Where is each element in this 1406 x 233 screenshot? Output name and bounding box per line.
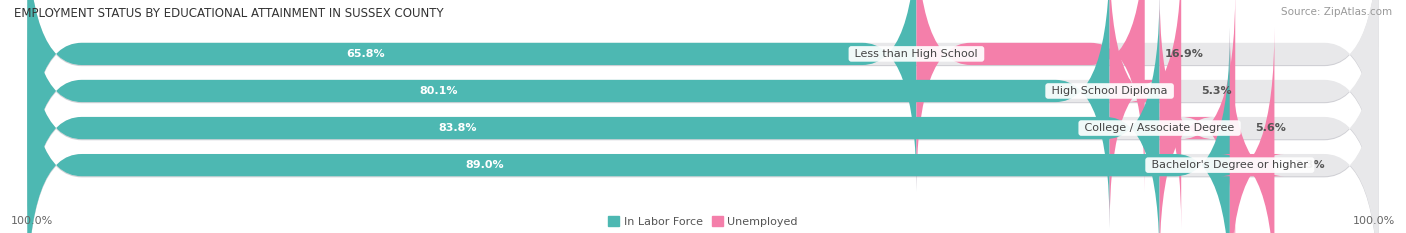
FancyBboxPatch shape — [28, 0, 1378, 192]
FancyBboxPatch shape — [917, 0, 1144, 191]
Legend: In Labor Force, Unemployed: In Labor Force, Unemployed — [603, 212, 803, 231]
FancyBboxPatch shape — [28, 28, 1230, 233]
FancyBboxPatch shape — [28, 0, 1378, 233]
Text: College / Associate Degree: College / Associate Degree — [1081, 123, 1237, 133]
FancyBboxPatch shape — [1220, 28, 1284, 233]
Text: High School Diploma: High School Diploma — [1047, 86, 1171, 96]
FancyBboxPatch shape — [28, 0, 1109, 228]
Text: 5.3%: 5.3% — [1202, 86, 1232, 96]
Text: 65.8%: 65.8% — [346, 49, 385, 59]
Text: 100.0%: 100.0% — [11, 216, 53, 226]
Text: EMPLOYMENT STATUS BY EDUCATIONAL ATTAINMENT IN SUSSEX COUNTY: EMPLOYMENT STATUS BY EDUCATIONAL ATTAINM… — [14, 7, 444, 20]
FancyBboxPatch shape — [28, 28, 1378, 233]
FancyBboxPatch shape — [28, 0, 1378, 233]
FancyBboxPatch shape — [28, 0, 1160, 233]
FancyBboxPatch shape — [28, 29, 1378, 233]
Text: Bachelor's Degree or higher: Bachelor's Degree or higher — [1149, 160, 1312, 170]
FancyBboxPatch shape — [28, 0, 1378, 228]
Text: 16.9%: 16.9% — [1166, 49, 1204, 59]
FancyBboxPatch shape — [1160, 0, 1236, 233]
Text: 3.3%: 3.3% — [1295, 160, 1326, 170]
Text: 89.0%: 89.0% — [465, 160, 503, 170]
Text: 83.8%: 83.8% — [439, 123, 477, 133]
Text: 100.0%: 100.0% — [1353, 216, 1395, 226]
Text: 5.6%: 5.6% — [1256, 123, 1286, 133]
Text: Less than High School: Less than High School — [852, 49, 981, 59]
FancyBboxPatch shape — [28, 0, 1378, 229]
FancyBboxPatch shape — [28, 0, 917, 191]
FancyBboxPatch shape — [1109, 0, 1181, 228]
Text: Source: ZipAtlas.com: Source: ZipAtlas.com — [1281, 7, 1392, 17]
FancyBboxPatch shape — [28, 0, 1378, 191]
Text: 80.1%: 80.1% — [419, 86, 458, 96]
